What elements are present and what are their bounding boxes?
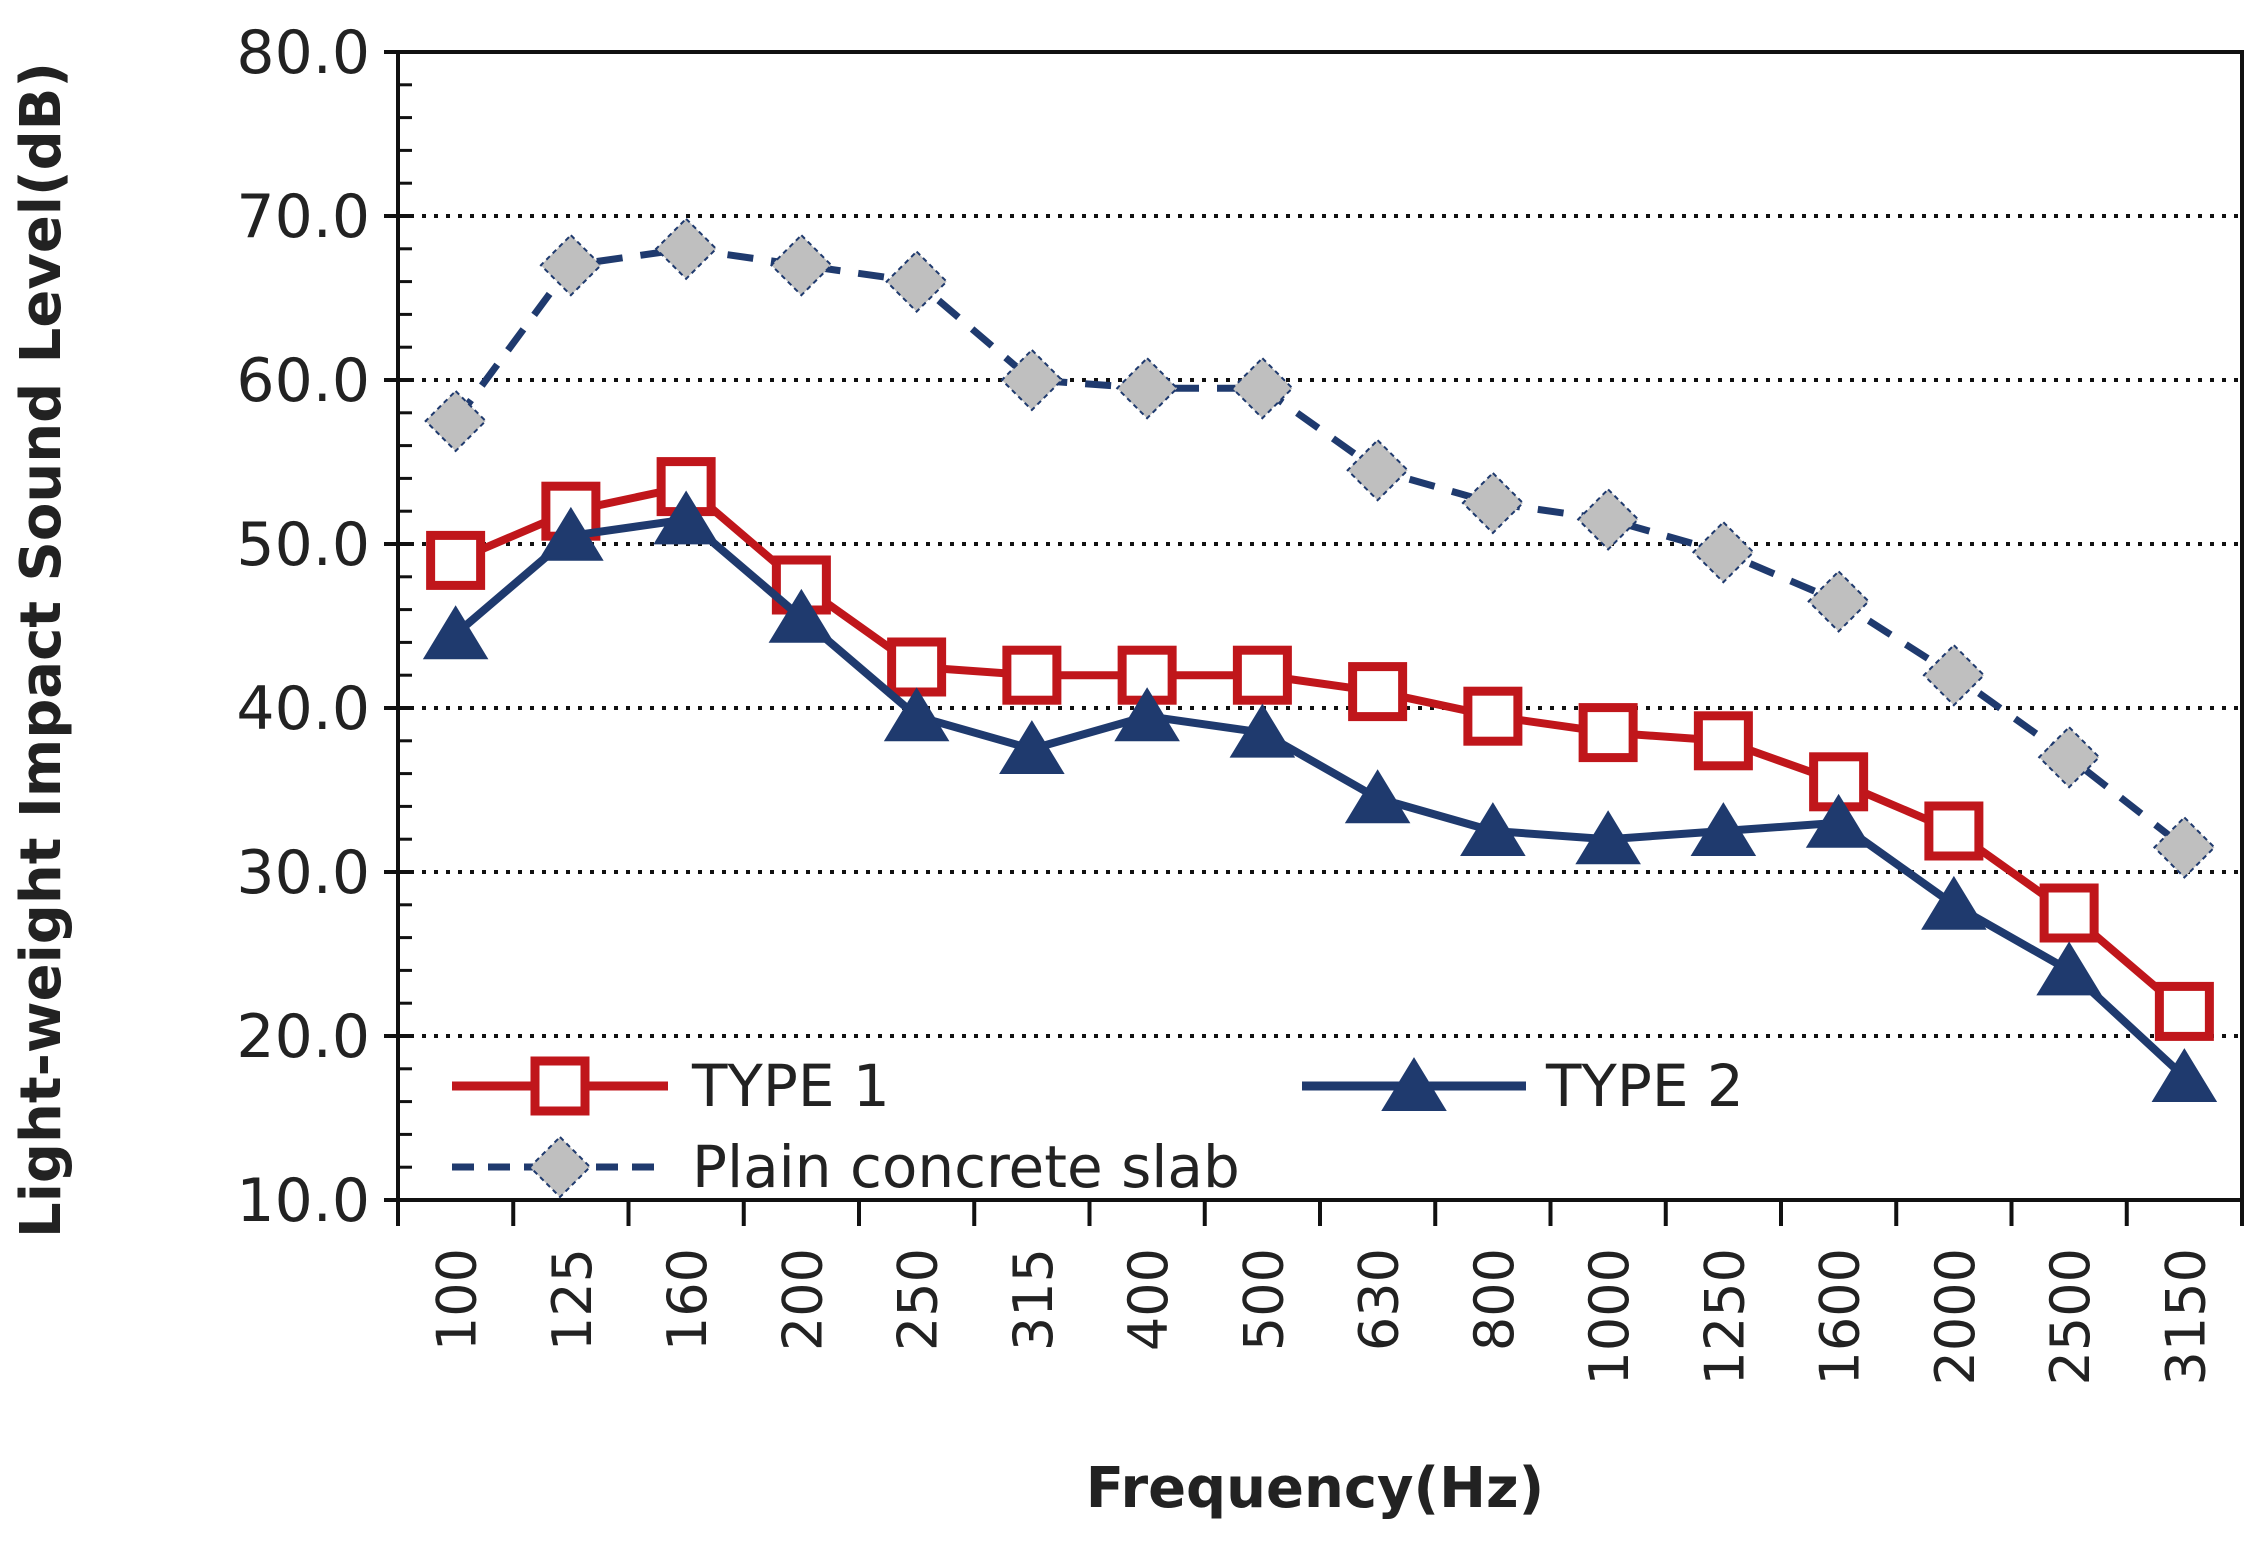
data-point — [539, 233, 603, 297]
legend-label: Plain concrete slab — [692, 1133, 1240, 1201]
series-layer — [422, 217, 2218, 1102]
x-tick-label: 2000 — [1924, 1248, 1987, 1385]
x-tick-label: 1250 — [1693, 1248, 1756, 1385]
data-point — [1230, 356, 1294, 420]
axes: 10.0 20.0 30.0 40.0 50.0 60.0 70.0 80.0 100 125 16… — [236, 18, 2244, 1385]
data-point — [768, 588, 835, 643]
y-tick-label: 80.0 — [236, 18, 370, 88]
data-point — [2036, 941, 2102, 996]
data-point — [885, 250, 949, 314]
data-point — [1348, 662, 1408, 722]
x-axis-title: Frequency(Hz) — [1086, 1456, 1544, 1521]
legend-item: TYPE 1 — [452, 1052, 890, 1120]
series-plain-concrete-slab — [424, 217, 2216, 879]
data-point — [1002, 645, 1062, 705]
x-tick-label: 160 — [656, 1248, 719, 1351]
x-tick-label: 200 — [771, 1248, 834, 1351]
legend-marker — [528, 1135, 592, 1199]
x-tick-label: 125 — [541, 1248, 604, 1351]
data-point — [1232, 645, 1292, 705]
data-point — [1344, 769, 1411, 824]
legend-marker — [530, 1056, 590, 1116]
y-tick-label: 30.0 — [236, 838, 370, 908]
series-line — [454, 482, 2187, 1015]
data-point — [1346, 438, 1410, 502]
grid-lines — [398, 214, 2242, 1038]
data-point — [2151, 1048, 2218, 1102]
data-point — [1691, 520, 1755, 584]
data-point — [1229, 703, 1296, 758]
data-point — [2152, 815, 2216, 879]
data-point — [1576, 487, 1640, 551]
legend-label: TYPE 2 — [1545, 1052, 1744, 1120]
x-tick-label: 630 — [1348, 1248, 1411, 1351]
series-type-2 — [422, 490, 2218, 1102]
data-point — [2037, 725, 2101, 789]
data-point — [1805, 793, 1872, 848]
data-point — [426, 530, 486, 590]
data-point — [1460, 802, 1526, 856]
data-point — [653, 490, 719, 545]
x-tick-label: 2500 — [2039, 1248, 2102, 1385]
data-point — [1690, 802, 1757, 856]
data-point — [1578, 703, 1638, 763]
data-point — [999, 720, 1065, 774]
x-tick-label: 400 — [1117, 1248, 1180, 1351]
y-tick-label: 60.0 — [236, 346, 370, 416]
series-line — [453, 515, 2188, 1080]
data-point — [656, 457, 716, 517]
data-point — [1924, 801, 1984, 861]
data-point — [422, 605, 489, 660]
x-tick-label: 315 — [1002, 1248, 1065, 1351]
data-point — [1115, 356, 1179, 420]
y-tick-label: 70.0 — [236, 182, 370, 252]
data-point — [1921, 875, 1987, 930]
x-tick-label: 100 — [426, 1248, 489, 1351]
legend: TYPE 1 TYPE 2 Plain concrete slab — [452, 1052, 1744, 1201]
data-point — [2154, 981, 2214, 1041]
data-point — [1463, 686, 1523, 746]
x-tick-label: 3150 — [2154, 1248, 2217, 1385]
y-tick-label: 10.0 — [236, 1166, 370, 1236]
data-point — [1000, 348, 1064, 412]
data-point — [654, 217, 718, 281]
y-axis-title: Light-weight Impact Sound Level(dB) — [9, 62, 74, 1238]
legend-item: TYPE 2 — [1302, 1052, 1744, 1120]
data-point — [1693, 711, 1753, 771]
data-point — [883, 687, 950, 742]
y-tick-label: 50.0 — [236, 510, 370, 580]
legend-marker — [1381, 1057, 1447, 1111]
data-point — [2039, 883, 2099, 943]
legend-item: Plain concrete slab — [452, 1133, 1240, 1201]
data-point — [1922, 643, 1986, 707]
data-point — [1807, 569, 1871, 633]
data-point — [1575, 810, 1641, 865]
x-tick-label: 800 — [1463, 1248, 1526, 1351]
x-tick-label: 250 — [887, 1248, 950, 1351]
data-point — [538, 506, 604, 561]
y-tick-label: 20.0 — [236, 1002, 370, 1072]
y-tick-label: 40.0 — [236, 674, 370, 744]
x-tick-label: 500 — [1232, 1248, 1295, 1351]
x-tick-label: 1600 — [1809, 1248, 1872, 1385]
data-point — [887, 637, 947, 697]
legend-label: TYPE 1 — [691, 1052, 890, 1120]
data-point — [1114, 687, 1180, 742]
data-point — [424, 389, 488, 453]
series-type-1 — [426, 457, 2214, 1041]
x-tick-label: 1000 — [1578, 1248, 1641, 1385]
data-point — [1461, 471, 1525, 535]
series-line — [452, 245, 2187, 851]
data-point — [769, 233, 833, 297]
